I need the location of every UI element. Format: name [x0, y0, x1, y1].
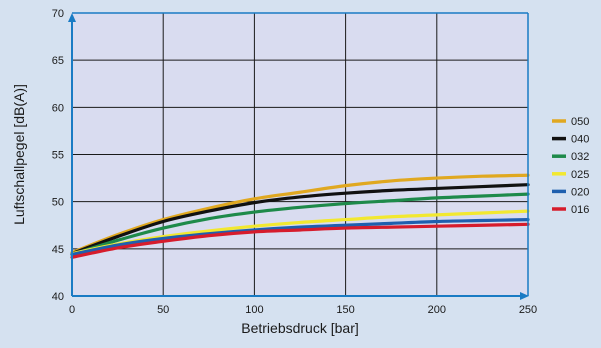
y-tick-label: 70 [52, 8, 64, 20]
y-tick-label: 65 [52, 55, 64, 67]
x-tick-label: 0 [69, 304, 75, 316]
y-tick-label: 55 [52, 150, 64, 162]
legend-label-020: 020 [571, 186, 589, 198]
x-tick-label: 50 [157, 304, 169, 316]
series-lines [70, 173, 530, 259]
legend-label-016: 016 [571, 204, 589, 216]
series-line-016 [70, 222, 530, 259]
x-axis-arrow [520, 292, 529, 300]
series-line-032 [70, 192, 530, 257]
legend-label-025: 025 [571, 169, 589, 181]
x-axis-label: Betriebsdruck [bar] [241, 320, 359, 336]
y-tick-label: 45 [52, 244, 64, 256]
series-line-050 [70, 173, 530, 255]
x-tick-label: 150 [336, 304, 354, 316]
tick-labels: 0 50 100 150 200 250 40 45 50 55 60 65 70 [52, 8, 537, 316]
series-line-020 [70, 217, 530, 257]
x-tick-label: 100 [245, 304, 263, 316]
y-tick-label: 40 [52, 291, 64, 303]
y-axis-arrow [68, 13, 76, 22]
series-line-040 [70, 183, 530, 256]
y-tick-label: 50 [52, 197, 64, 209]
axes [68, 12, 529, 300]
legend-label-032: 032 [571, 151, 589, 163]
x-tick-label: 200 [428, 304, 446, 316]
y-axis-label: Luftschallpegel [dB(A)] [11, 84, 27, 225]
legend-label-050: 050 [571, 116, 589, 128]
legend: 050 040 032 025 020 016 [552, 116, 589, 216]
y-tick-label: 60 [52, 102, 64, 114]
x-tick-label: 250 [519, 304, 537, 316]
legend-label-040: 040 [571, 134, 589, 146]
